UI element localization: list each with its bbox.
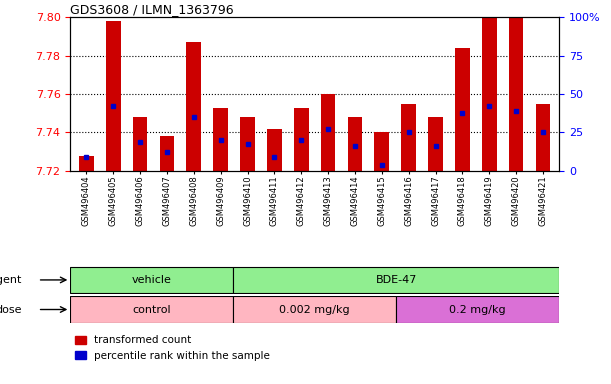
Text: agent: agent xyxy=(0,275,21,285)
Text: 0.002 mg/kg: 0.002 mg/kg xyxy=(279,305,350,314)
Bar xyxy=(455,48,470,171)
Bar xyxy=(70,266,233,293)
Bar xyxy=(396,296,559,323)
Text: control: control xyxy=(133,305,171,314)
Bar xyxy=(186,42,201,171)
Bar xyxy=(482,17,497,171)
Bar xyxy=(401,104,416,171)
Text: BDE-47: BDE-47 xyxy=(375,275,417,285)
Bar xyxy=(375,132,389,171)
Bar xyxy=(348,117,362,171)
Bar xyxy=(213,108,228,171)
Bar xyxy=(536,104,551,171)
Bar xyxy=(321,94,335,171)
Bar xyxy=(233,266,559,293)
Text: vehicle: vehicle xyxy=(132,275,172,285)
Bar xyxy=(70,296,233,323)
Legend: transformed count, percentile rank within the sample: transformed count, percentile rank withi… xyxy=(76,336,270,361)
Bar xyxy=(233,296,396,323)
Bar xyxy=(133,117,147,171)
Bar xyxy=(267,129,282,171)
Text: GDS3608 / ILMN_1363796: GDS3608 / ILMN_1363796 xyxy=(70,3,234,16)
Bar xyxy=(240,117,255,171)
Bar xyxy=(79,156,93,171)
Text: dose: dose xyxy=(0,305,21,314)
Bar xyxy=(509,17,524,171)
Bar xyxy=(428,117,443,171)
Bar xyxy=(159,136,174,171)
Bar xyxy=(294,108,309,171)
Bar xyxy=(106,21,120,171)
Text: 0.2 mg/kg: 0.2 mg/kg xyxy=(449,305,506,314)
